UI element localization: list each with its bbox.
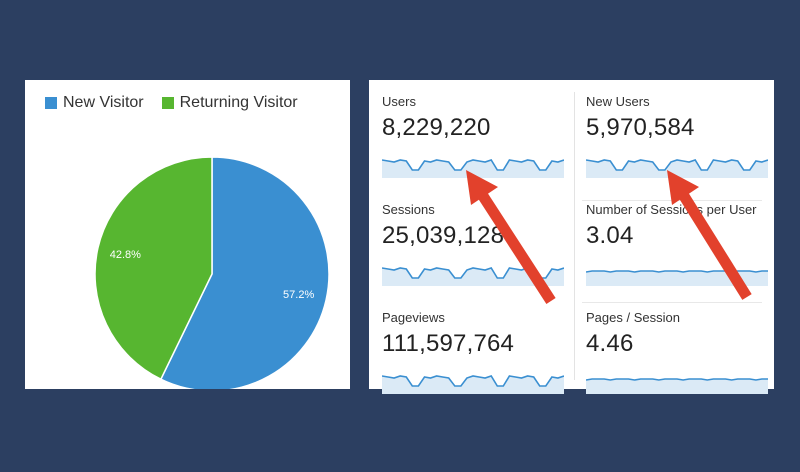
pie-slice-label-new-visitor: 57.2% [283, 289, 314, 301]
legend-label-new-visitor: New Visitor [63, 94, 144, 111]
metric-value: 25,039,128 [382, 222, 505, 249]
metric-value: 4.46 [586, 330, 634, 357]
pie-legend: New Visitor Returning Visitor [45, 94, 316, 112]
sparkline-area [586, 379, 768, 394]
pie-slice-new-visitor[interactable] [159, 156, 330, 389]
metric-value: 3.04 [586, 222, 634, 249]
sparkline-line [382, 375, 564, 387]
legend-item-new-visitor[interactable]: New Visitor [45, 94, 144, 112]
sparkline-area [586, 271, 768, 286]
sparkline-area [586, 160, 768, 178]
row-divider-2 [582, 302, 762, 303]
metric-value: 111,597,764 [382, 330, 515, 357]
metrics-panel: Users 8,229,220 New Users 5,970,584 Sess… [369, 80, 774, 394]
visitor-type-chart-panel: New Visitor Returning Visitor 57.2% 42.8% [25, 80, 350, 389]
metric-label: Pages / Session [586, 310, 680, 325]
metric-label: Number of Sessions per User [586, 202, 757, 217]
column-divider [574, 92, 575, 380]
pie-chart: 57.2% 42.8% [94, 156, 330, 389]
legend-item-returning-visitor[interactable]: Returning Visitor [161, 94, 298, 112]
metric-label: Users [382, 94, 416, 109]
sparkline-line [586, 378, 768, 381]
users-sparkline [382, 159, 564, 178]
legend-swatch-returning-visitor [161, 97, 174, 109]
sessions-sparkline [382, 267, 564, 286]
pages-per-session-sparkline [586, 378, 768, 394]
legend-swatch-new-visitor [45, 97, 57, 109]
metric-label: Pageviews [382, 310, 445, 325]
metric-label: Sessions [382, 202, 435, 217]
sparkline-area [382, 160, 564, 178]
pageviews-sparkline [382, 375, 564, 394]
pie-slice-returning-visitor[interactable] [94, 156, 213, 381]
pie-slice-label-returning-visitor: 42.8% [110, 249, 141, 261]
sessions-per-user-sparkline [586, 270, 768, 286]
legend-label-returning-visitor: Returning Visitor [179, 94, 298, 111]
metric-value: 8,229,220 [382, 114, 491, 141]
sparkline-area [382, 268, 564, 286]
metric-value: 5,970,584 [586, 114, 695, 141]
sparkline-line [382, 159, 564, 171]
row-divider-1 [582, 200, 762, 201]
sparkline-line [586, 159, 768, 171]
new-users-sparkline [586, 159, 768, 178]
sparkline-area [382, 376, 564, 394]
metric-label: New Users [586, 94, 650, 109]
